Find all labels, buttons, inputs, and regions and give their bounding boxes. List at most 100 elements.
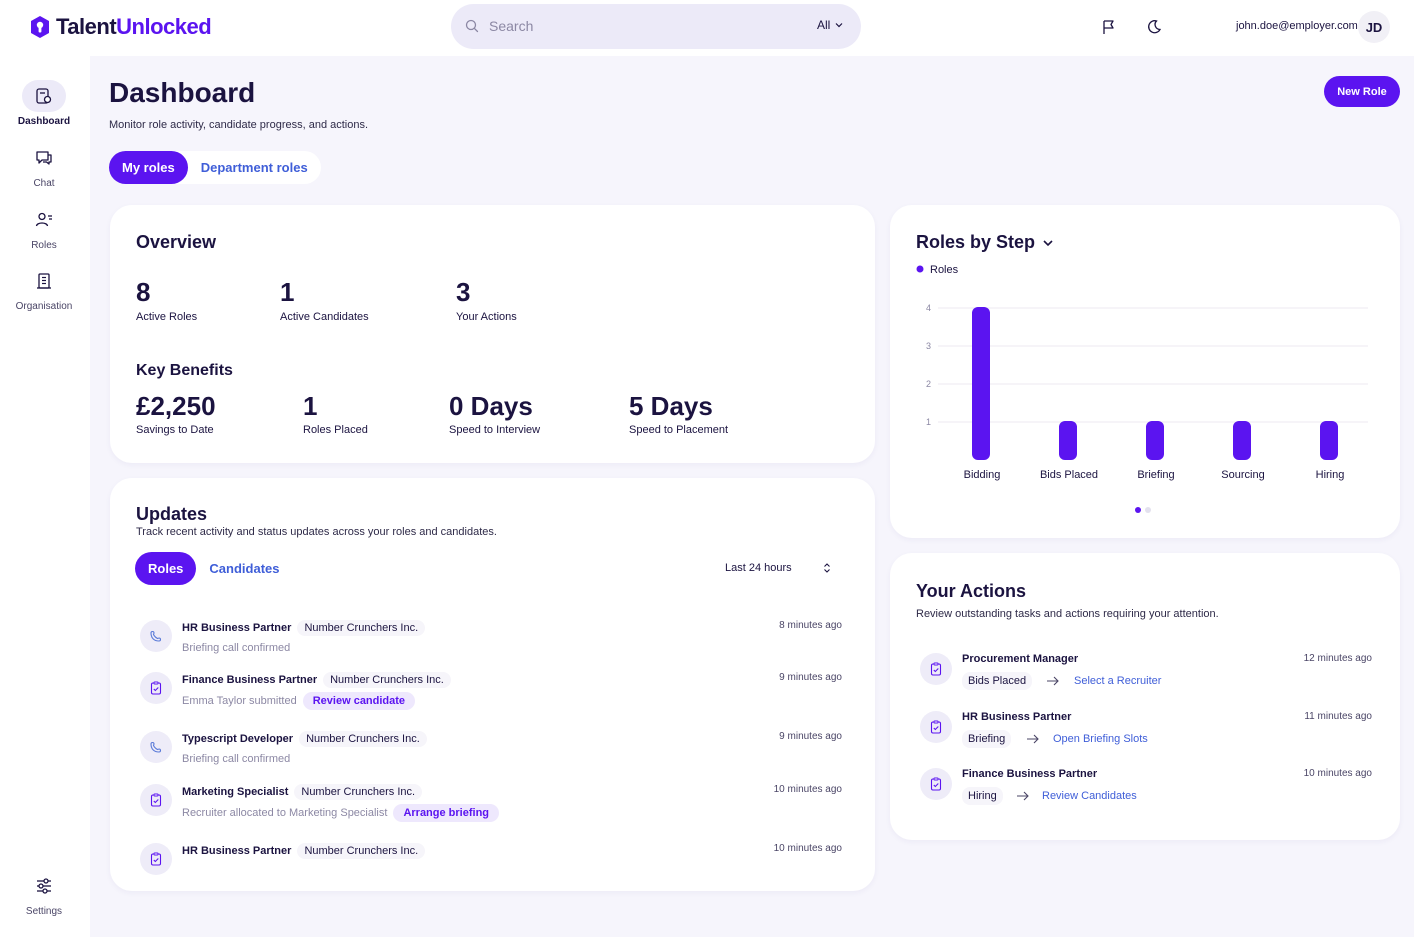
benefit-roles-placed-value: 1 (303, 391, 318, 421)
sidebar-item-label: Settings (25, 906, 63, 917)
update-role-title: Typescript Developer (182, 733, 294, 745)
updates-tabs: Roles Candidates (135, 552, 292, 585)
page-subtitle: Monitor role activity, candidate progres… (109, 119, 369, 131)
actions-subtitle: Review outstanding tasks and actions req… (916, 608, 1219, 620)
bar (972, 307, 990, 460)
legend-label: Roles (930, 264, 959, 276)
stat-active-roles-label: Active Roles (136, 311, 198, 323)
review-candidate-button[interactable]: Review candidate (302, 692, 416, 710)
update-status-text: Briefing call confirmed (182, 753, 291, 765)
sidebar-item-icon-wrap (22, 265, 66, 297)
logo-icon (31, 16, 49, 38)
sidebar-item-chat[interactable]: Chat (0, 142, 88, 189)
action-item[interactable]: Procurement Manager Bids Placed Select a… (920, 653, 1372, 693)
update-time: 9 minutes ago (779, 731, 842, 742)
search-filter-label: All (817, 18, 831, 32)
update-role-title: Marketing Specialist (182, 786, 289, 798)
list-item[interactable]: Marketing Specialist Number Crunchers Inc… (140, 784, 842, 828)
sidebar-item-icon-wrap (22, 870, 66, 902)
page-title: Dashboard (109, 77, 256, 108)
update-time: 8 minutes ago (779, 620, 842, 631)
clipboard-icon (930, 777, 942, 791)
update-status: Emma Taylor submitted Review candidate (182, 692, 416, 710)
open-briefing-slots-link[interactable]: Open Briefing Slots (1053, 733, 1148, 745)
action-item[interactable]: HR Business Partner Briefing Open Briefi… (920, 711, 1372, 751)
call-icon (150, 630, 162, 642)
roles-icon (35, 212, 52, 227)
dashboard-icon (36, 88, 52, 104)
list-item[interactable]: HR Business Partner Number Crunchers Inc.… (140, 843, 842, 883)
action-icon-wrap (920, 711, 952, 743)
list-item[interactable]: HR Business Partner Number Crunchers Inc.… (140, 620, 842, 660)
roles-by-step-card: Roles by Step Roles 1 2 3 4 Bidding Bids Place… (890, 205, 1400, 538)
action-time: 11 minutes ago (1304, 711, 1372, 722)
benefit-savings-label: Savings to Date (136, 424, 214, 436)
sidebar-item-dashboard[interactable]: Dashboard (0, 80, 88, 127)
user-email[interactable]: john.doe@employer.com (1236, 20, 1358, 32)
search-filter-dropdown[interactable]: All (817, 18, 844, 32)
sidebar-item-icon-wrap (22, 142, 66, 174)
new-role-button[interactable]: New Role (1324, 76, 1400, 107)
your-actions-card: Your Actions Review outstanding tasks an… (890, 553, 1400, 840)
clipboard-icon (150, 793, 162, 807)
update-icon-wrap (140, 843, 172, 875)
dark-mode-moon-icon[interactable] (1145, 18, 1163, 36)
legend-swatch (916, 265, 924, 273)
search-icon (465, 19, 479, 33)
key-benefits-title: Key Benefits (136, 362, 233, 379)
brand-name-part-a: Talent (56, 14, 117, 39)
sidebar-item-icon-wrap (22, 204, 66, 236)
call-icon (150, 741, 162, 753)
arrange-briefing-button[interactable]: Arrange briefing (393, 804, 500, 822)
sidebar-item-icon-wrap (22, 80, 66, 112)
update-icon-wrap (140, 672, 172, 704)
updates-card: Updates Track recent activity and status… (110, 478, 875, 891)
flag-icon[interactable] (1100, 18, 1118, 36)
updates-title: Updates (136, 504, 208, 524)
tab-updates-roles[interactable]: Roles (135, 552, 197, 585)
action-item[interactable]: Finance Business Partner Hiring Review C… (920, 768, 1372, 808)
update-role: HR Business Partner Number Crunchers Inc. (182, 620, 426, 636)
chevron-down-icon (835, 23, 843, 28)
list-item[interactable]: Finance Business Partner Number Crunchers… (140, 672, 842, 716)
bar (1059, 421, 1077, 460)
update-status: Recruiter allocated to Marketing Special… (182, 804, 500, 822)
roles-by-step-dropdown[interactable]: Roles by Step (916, 232, 1055, 253)
sidebar-item-organisation[interactable]: Organisation (0, 265, 88, 312)
select-recruiter-link[interactable]: Select a Recruiter (1074, 675, 1162, 687)
list-item[interactable]: Typescript Developer Number Crunchers Inc… (140, 731, 842, 771)
update-role: HR Business Partner Number Crunchers Inc. (182, 843, 426, 859)
action-step-badge: Bids Placed (962, 672, 1033, 690)
update-status: Briefing call confirmed (182, 642, 290, 654)
y-tick-label: 4 (926, 303, 931, 313)
sidebar-item-settings[interactable]: Settings (0, 870, 88, 917)
top-bar: TalentUnlocked All john.doe@employer.com… (0, 0, 1414, 56)
y-tick-label: 1 (926, 417, 931, 427)
actions-title: Your Actions (916, 581, 1027, 601)
tab-my-roles[interactable]: My roles (109, 151, 188, 184)
update-icon-wrap (140, 620, 172, 652)
sidebar-item-label: Chat (33, 178, 55, 189)
update-time: 10 minutes ago (773, 843, 842, 854)
benefit-roles-placed-label: Roles Placed (303, 424, 368, 436)
pagination-dot (1145, 507, 1151, 513)
period-select[interactable]: Last 24 hours (725, 562, 832, 574)
tab-updates-candidates[interactable]: Candidates (209, 561, 280, 576)
clipboard-icon (930, 720, 942, 734)
brand-logo[interactable]: TalentUnlocked (28, 14, 212, 40)
action-time: 12 minutes ago (1303, 653, 1372, 664)
tab-department-roles[interactable]: Department roles (200, 160, 308, 175)
update-role-title: HR Business Partner (182, 622, 292, 634)
review-candidates-link[interactable]: Review Candidates (1042, 790, 1137, 802)
update-company: Number Crunchers Inc. (297, 843, 426, 859)
avatar[interactable]: JD (1358, 11, 1390, 43)
benefit-speed-placement-value: 5 Days (629, 391, 713, 421)
sidebar-item-roles[interactable]: Roles (0, 204, 88, 251)
update-time: 10 minutes ago (773, 784, 842, 795)
stat-active-candidates-label: Active Candidates (280, 311, 369, 323)
updates-subtitle: Track recent activity and status updates… (136, 526, 497, 538)
search-input[interactable] (489, 14, 819, 38)
roles-by-step-title: Roles by Step (916, 232, 1036, 252)
action-icon-wrap (920, 768, 952, 800)
action-time: 10 minutes ago (1303, 768, 1372, 779)
